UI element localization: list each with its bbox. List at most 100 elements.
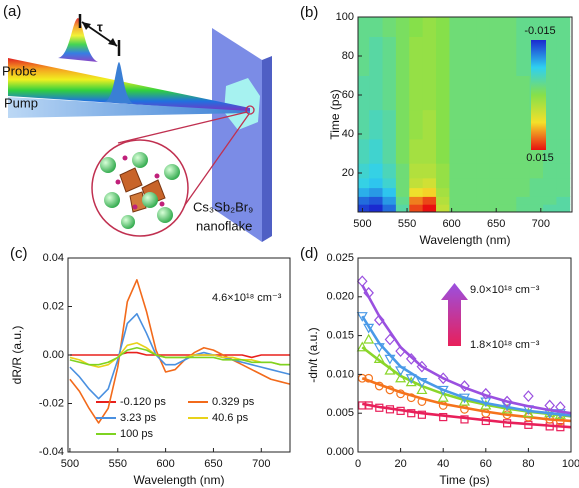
heatmap-cell [382, 204, 397, 212]
zoom-line [179, 113, 250, 213]
colorbar-label: 0.015 [526, 152, 554, 164]
heatmap-cell [543, 138, 557, 164]
x-tick-label: 500 [353, 218, 371, 230]
zoom-line [117, 111, 248, 144]
y-tick-label: 0.04 [43, 252, 64, 264]
legend-label: 40.6 ps [212, 412, 249, 424]
y-axis-title: Time (ps) [328, 89, 342, 139]
heatmap-cell [358, 187, 370, 197]
heatmap-cell [409, 138, 424, 164]
heatmap-cell [449, 36, 464, 76]
heatmap-cell [422, 17, 437, 37]
heatmap-cell [409, 196, 424, 205]
x-tick-label: 100 [562, 458, 579, 470]
heatmap-cell [516, 138, 531, 164]
heatmap-cell [358, 177, 370, 189]
heatmap-cell [489, 36, 504, 76]
heatmap-cell [529, 177, 544, 189]
heatmap-cell [502, 138, 517, 164]
x-tick-label: 600 [442, 218, 460, 230]
heatmap-cell [436, 187, 450, 197]
x-tick-label: 600 [156, 458, 174, 470]
y-axis-title: dR/R (a.u.) [10, 326, 24, 385]
heatmap-cell [556, 204, 571, 212]
x-axis-title: Wavelength (nm) [420, 233, 511, 247]
heatmap-cell [382, 196, 397, 205]
fit-line [361, 377, 572, 423]
annotation: 1.8×10¹⁸ cm⁻³ [470, 339, 540, 351]
heatmap [358, 17, 571, 212]
y-tick-label: 20 [342, 167, 354, 179]
heatmap-cell [489, 75, 504, 111]
heatmap-cell [516, 75, 531, 111]
fit-line [361, 315, 572, 417]
heatmap-cell [516, 17, 531, 37]
heatmap-cell [516, 196, 531, 205]
heatmap-cell [395, 177, 410, 189]
heatmap-cell [395, 109, 410, 140]
heatmap-cell [449, 163, 464, 179]
heatmap-cell [449, 75, 464, 111]
heatmap-cell [462, 177, 477, 189]
marker [480, 387, 492, 400]
pump-pulse [104, 62, 134, 104]
heatmap-cell [395, 196, 410, 205]
heatmap-cell [449, 138, 464, 164]
heatmap-cell [358, 138, 370, 164]
legend-label: -0.120 ps [120, 396, 166, 408]
y-tick-label: 0.00 [43, 349, 64, 361]
heatmap-cell [382, 36, 397, 76]
y-tick-label: 60 [342, 89, 354, 101]
heatmap-cell [422, 138, 437, 164]
heatmap-cell [489, 177, 504, 189]
heatmap-cell [476, 196, 491, 205]
series-line [69, 312, 291, 400]
heatmap-cell [422, 75, 437, 111]
pump-beam [8, 97, 250, 118]
heatmap-cell [529, 163, 544, 179]
fit-line [361, 284, 572, 415]
heatmap-cell [436, 109, 450, 140]
fit-line [362, 402, 572, 429]
heatmap-cell [409, 163, 424, 179]
heatmap-cell [476, 187, 491, 197]
heatmap-cell [369, 75, 384, 111]
annotation: 9.0×10¹⁸ cm⁻³ [470, 284, 540, 296]
heatmap-cell [516, 204, 531, 212]
atom [164, 164, 180, 180]
heatmap-cell [476, 163, 491, 179]
heatmap-cell [382, 138, 397, 164]
sample-form-label: nanoflake [196, 218, 252, 233]
atom-small [132, 204, 138, 210]
heatmap-cell [382, 17, 397, 37]
x-tick-label: 80 [522, 458, 534, 470]
heatmap-cell [436, 138, 450, 164]
heatmap-cell [556, 196, 571, 205]
legend-label: 0.329 ps [212, 396, 255, 408]
heatmap-cell [543, 163, 557, 179]
heatmap-cell [489, 196, 504, 205]
x-tick-label: 700 [532, 218, 550, 230]
marker [356, 275, 368, 288]
heatmap-cell [462, 17, 477, 37]
x-tick-label: 0 [355, 458, 361, 470]
sample-label: Cs₃Sb₂Br₉ [193, 199, 253, 214]
atom-small [115, 179, 121, 185]
heatmap-cell [395, 138, 410, 164]
heatmap-cell [556, 109, 571, 140]
heatmap-cell [556, 177, 571, 189]
heatmap-cell [529, 204, 544, 212]
heatmap-cell [489, 17, 504, 37]
y-tick-label: 0.02 [43, 300, 64, 312]
heatmap-cell [358, 17, 370, 37]
heatmap-cell [369, 109, 384, 140]
series-line [69, 279, 291, 424]
heatmap-cell [476, 75, 491, 111]
marker [416, 384, 428, 395]
heatmap-cell [489, 109, 504, 140]
heatmap-cell [502, 196, 517, 205]
heatmap-cell [543, 187, 557, 197]
probe-label: Probe [2, 63, 37, 78]
density-arrow [441, 283, 468, 346]
spot [245, 105, 255, 115]
